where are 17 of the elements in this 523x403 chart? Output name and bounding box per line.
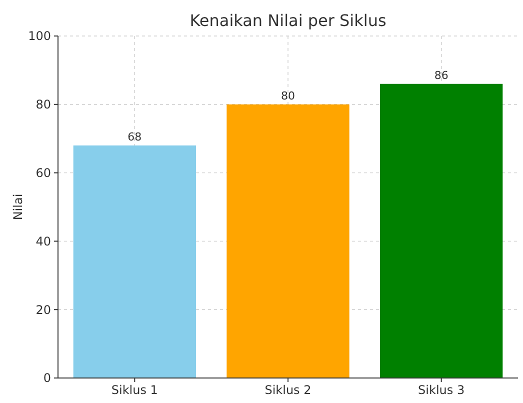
y-tick-label: 80 (36, 98, 51, 112)
y-tick-label: 0 (43, 371, 51, 386)
bar (226, 104, 350, 378)
y-axis-title: Nilai (11, 194, 25, 220)
x-tick-label: Siklus 1 (111, 383, 158, 397)
y-tick-label: 60 (36, 166, 51, 180)
bar (380, 84, 503, 378)
data-label: 68 (128, 130, 142, 144)
x-tick-label: Siklus 2 (264, 383, 312, 397)
y-tick-label: 40 (36, 234, 51, 248)
data-label: 80 (281, 89, 295, 102)
bar (73, 145, 196, 378)
y-tick-label: 20 (36, 302, 51, 317)
data-label: 86 (434, 68, 448, 82)
x-tick-label: Siklus 3 (418, 383, 465, 397)
chart-title: Kenaikan Nilai per Siklus (190, 11, 386, 30)
y-tick-label: 100 (28, 29, 51, 44)
